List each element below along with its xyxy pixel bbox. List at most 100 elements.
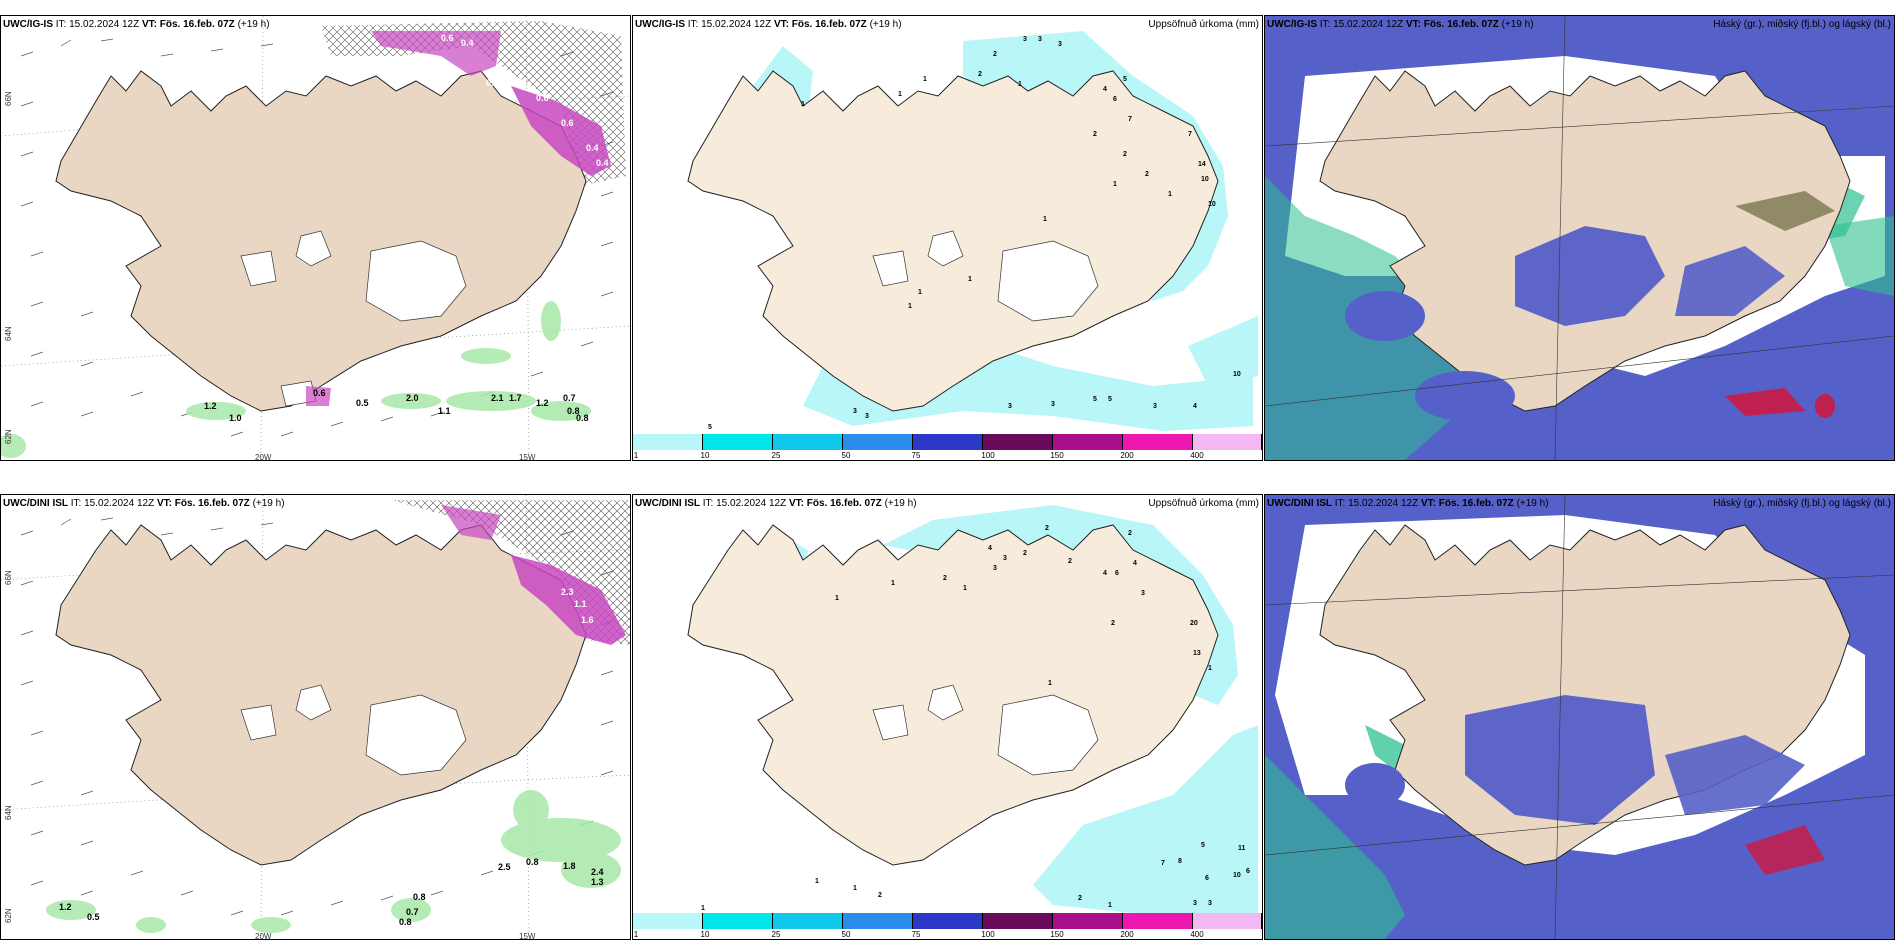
value-label: 1.3 bbox=[591, 877, 604, 887]
value-label: 1 bbox=[963, 585, 967, 592]
precip-values: 2 2 4 3 2 3 2 1 1 1 2 4 6 4 3 2 20 13 1 … bbox=[701, 525, 1250, 912]
lat-label: 64N bbox=[4, 326, 13, 341]
panel-header: UWC/DINI ISL IT: 15.02.2024 12Z VT: Fös.… bbox=[635, 498, 917, 509]
panel-header: UWC/DINI ISL IT: 15.02.2024 12Z VT: Fös.… bbox=[3, 498, 285, 509]
lon-label: 20W bbox=[255, 453, 272, 461]
colorbar-label: 1 bbox=[633, 451, 639, 460]
colorbar-label: 75 bbox=[911, 930, 921, 939]
precip-map-panel-top-middle: UWC/IG-IS IT: 15.02.2024 12Z VT: Fös. 16… bbox=[632, 15, 1263, 461]
value-label: 3 bbox=[1023, 36, 1027, 43]
panel-header: UWC/IG-IS IT: 15.02.2024 12Z VT: Fös. 16… bbox=[1267, 19, 1534, 30]
colorbar-label: 10 bbox=[700, 930, 710, 939]
panel-title: Háský (gr.), miðský (fj.bl.) og lágský (… bbox=[1713, 498, 1891, 509]
colorbar-label: 50 bbox=[841, 930, 851, 939]
value-label: 2 bbox=[1045, 525, 1049, 532]
value-label: 4 bbox=[1103, 570, 1107, 577]
value-label: 0.8 bbox=[576, 413, 589, 423]
value-label: 1 bbox=[908, 303, 912, 310]
value-label: 6 bbox=[1205, 875, 1209, 882]
value-label: 1 bbox=[1113, 181, 1117, 188]
value-label: 5 bbox=[1201, 842, 1205, 849]
colorbar-label: 400 bbox=[1190, 930, 1204, 939]
value-label: 1 bbox=[898, 91, 902, 98]
value-label: 3 bbox=[1008, 403, 1012, 410]
panel-title: Uppsöfnuð úrkoma (mm) bbox=[1148, 19, 1259, 30]
value-label: 10 bbox=[1233, 371, 1241, 378]
value-label: 10 bbox=[1233, 872, 1241, 879]
value-label: 2 bbox=[1123, 151, 1127, 158]
value-label: 2 bbox=[878, 892, 882, 899]
value-label: 1.0 bbox=[229, 413, 242, 423]
value-label: 2 bbox=[1023, 550, 1027, 557]
value-label: 1 bbox=[701, 905, 705, 912]
cloud-map-panel-top-right: UWC/IG-IS IT: 15.02.2024 12Z VT: Fös. 16… bbox=[1264, 15, 1895, 461]
value-label: 1 bbox=[1208, 665, 1212, 672]
wind-map-panel-bottom-left: UWC/DINI ISL IT: 15.02.2024 12Z VT: Fös.… bbox=[0, 494, 631, 940]
value-label: 1 bbox=[835, 595, 839, 602]
colorbar-label: 400 bbox=[1190, 451, 1204, 460]
value-label: 20 bbox=[1190, 620, 1198, 627]
value-label: 1.2 bbox=[204, 401, 217, 411]
value-label: 0.4 bbox=[596, 158, 609, 168]
value-label: 1.2 bbox=[536, 398, 549, 408]
colorbar-label: 150 bbox=[1050, 930, 1064, 939]
value-label: 2 bbox=[1128, 530, 1132, 537]
value-label: 2.4 bbox=[591, 867, 604, 877]
panel-header: UWC/DINI ISL IT: 15.02.2024 12Z VT: Fös.… bbox=[1267, 498, 1549, 509]
value-label: 3 bbox=[853, 408, 857, 415]
value-label: 1 bbox=[801, 101, 805, 108]
precip-map: 2 2 4 3 2 3 2 1 1 1 2 4 6 4 3 2 20 13 1 … bbox=[687, 505, 1258, 915]
value-label: 6 bbox=[1113, 96, 1117, 103]
value-label: 0.6 bbox=[536, 93, 549, 103]
value-label: 3 bbox=[1003, 555, 1007, 562]
panel-title: Háský (gr.), miðský (fj.bl.) og lágský (… bbox=[1713, 19, 1891, 30]
colorbar: 1 10 25 50 75 100 150 200 400 bbox=[633, 434, 1262, 460]
value-label: 7 bbox=[1128, 116, 1132, 123]
cloud-map bbox=[1265, 495, 1894, 939]
value-label: 0.8 bbox=[399, 917, 412, 927]
value-label: 1.6 bbox=[581, 615, 594, 625]
value-label: 0.5 bbox=[356, 398, 369, 408]
value-label: 3 bbox=[1058, 41, 1062, 48]
value-label: 1 bbox=[815, 878, 819, 885]
value-label: 2 bbox=[1111, 620, 1115, 627]
value-label: 4 bbox=[988, 545, 992, 552]
precip-values: 2.3 1.1 1.6 1.2 0.5 0.8 0.7 0.8 2.5 0.8 … bbox=[59, 587, 604, 927]
value-label: 3 bbox=[1153, 403, 1157, 410]
lat-label: 62N bbox=[4, 908, 13, 923]
cloud-map bbox=[1265, 16, 1894, 460]
cloud-map-panel-bottom-right: UWC/DINI ISL IT: 15.02.2024 12Z VT: Fös.… bbox=[1264, 494, 1895, 940]
lat-label: 62N bbox=[4, 429, 13, 444]
value-label: 3 bbox=[1141, 590, 1145, 597]
colorbar-label: 10 bbox=[700, 451, 710, 460]
value-label: 2 bbox=[978, 71, 982, 78]
value-label: 0.6 bbox=[313, 388, 326, 398]
colorbar: 1 10 25 50 75 100 150 200 400 bbox=[633, 913, 1262, 939]
value-label: 2.1 bbox=[491, 393, 504, 403]
value-label: 0.7 bbox=[406, 907, 419, 917]
value-label: 2.3 bbox=[561, 587, 574, 597]
value-label: 0.8 bbox=[413, 892, 426, 902]
value-label: 0.5 bbox=[486, 78, 499, 88]
lat-label: 66N bbox=[4, 91, 13, 106]
colorbar-label: 25 bbox=[771, 930, 781, 939]
value-label: 1 bbox=[853, 885, 857, 892]
colorbar-label: 200 bbox=[1120, 451, 1134, 460]
value-label: 1 bbox=[923, 76, 927, 83]
value-label: 3 bbox=[1193, 900, 1197, 907]
value-label: 1.1 bbox=[574, 599, 587, 609]
value-label: 4 bbox=[1193, 403, 1197, 410]
value-label: 14 bbox=[1198, 161, 1206, 168]
value-label: 1 bbox=[1043, 216, 1047, 223]
precip-map: 3 3 3 2 2 1 1 1 4 5 6 7 7 2 2 1 2 1 1 1 … bbox=[687, 31, 1258, 431]
value-label: 3 bbox=[1038, 36, 1042, 43]
colorbar-label: 75 bbox=[911, 451, 921, 460]
value-label: 0.4 bbox=[461, 38, 474, 48]
panel-header: UWC/IG-IS IT: 15.02.2024 12Z VT: Fös. 16… bbox=[3, 19, 270, 30]
precip-values: 3 3 3 2 2 1 1 1 4 5 6 7 7 2 2 1 2 1 1 1 … bbox=[708, 36, 1241, 431]
colorbar-label: 50 bbox=[841, 451, 851, 460]
value-label: 11 bbox=[1238, 845, 1246, 852]
precip-map-panel-bottom-middle: UWC/DINI ISL IT: 15.02.2024 12Z VT: Fös.… bbox=[632, 494, 1263, 940]
value-label: 1 bbox=[1018, 81, 1022, 88]
value-label: 5 bbox=[1123, 76, 1127, 83]
